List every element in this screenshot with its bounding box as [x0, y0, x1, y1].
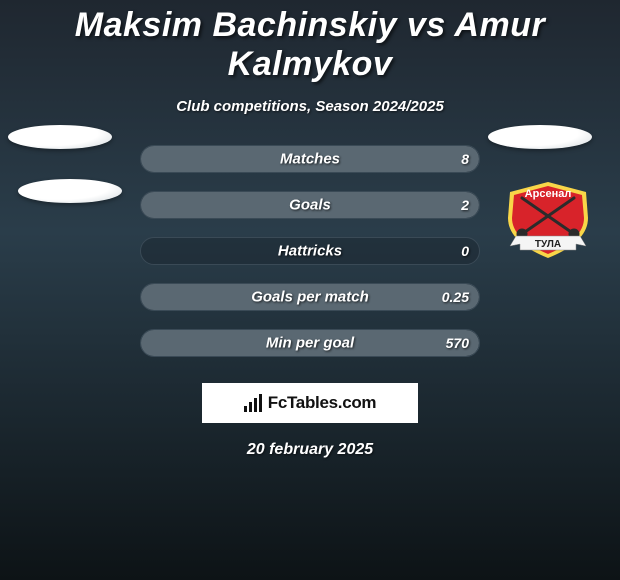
bars-icon-bar [254, 398, 257, 412]
stat-bar: Goals 2 [140, 191, 480, 219]
svg-text:ТУЛА: ТУЛА [535, 239, 561, 250]
date-text: 20 february 2025 [0, 441, 620, 459]
stat-value-right: 570 [446, 335, 469, 351]
subtitle: Club competitions, Season 2024/2025 [0, 98, 620, 115]
right-player-badge-1 [488, 125, 592, 149]
stat-label: Matches [280, 151, 340, 168]
attribution-box: FcTables.com [202, 383, 418, 423]
bars-icon-bar [249, 402, 252, 412]
stat-value-right: 8 [461, 151, 469, 167]
left-player-badge-2 [18, 179, 122, 203]
attribution-text: FcTables.com [268, 393, 377, 413]
stat-label: Min per goal [266, 335, 354, 352]
svg-text:Арсенал: Арсенал [525, 188, 572, 200]
bars-icon-bar [259, 394, 262, 412]
bars-icon-bar [244, 406, 247, 412]
stat-label: Goals [289, 197, 331, 214]
page-title: Maksim Bachinskiy vs Amur Kalmykov [0, 6, 620, 84]
stat-bar: Min per goal 570 [140, 329, 480, 357]
stat-bar: Goals per match 0.25 [140, 283, 480, 311]
stat-value-right: 2 [461, 197, 469, 213]
stat-label: Goals per match [251, 289, 369, 306]
stat-bar: Matches 8 [140, 145, 480, 173]
stat-value-right: 0 [461, 243, 469, 259]
stat-value-right: 0.25 [442, 289, 469, 305]
bars-icon [244, 394, 262, 412]
club-badge-arsenal-tula: Арсенал ТУЛА [498, 178, 598, 262]
stat-label: Hattricks [278, 243, 342, 260]
left-player-badge-1 [8, 125, 112, 149]
stat-bar: Hattricks 0 [140, 237, 480, 265]
